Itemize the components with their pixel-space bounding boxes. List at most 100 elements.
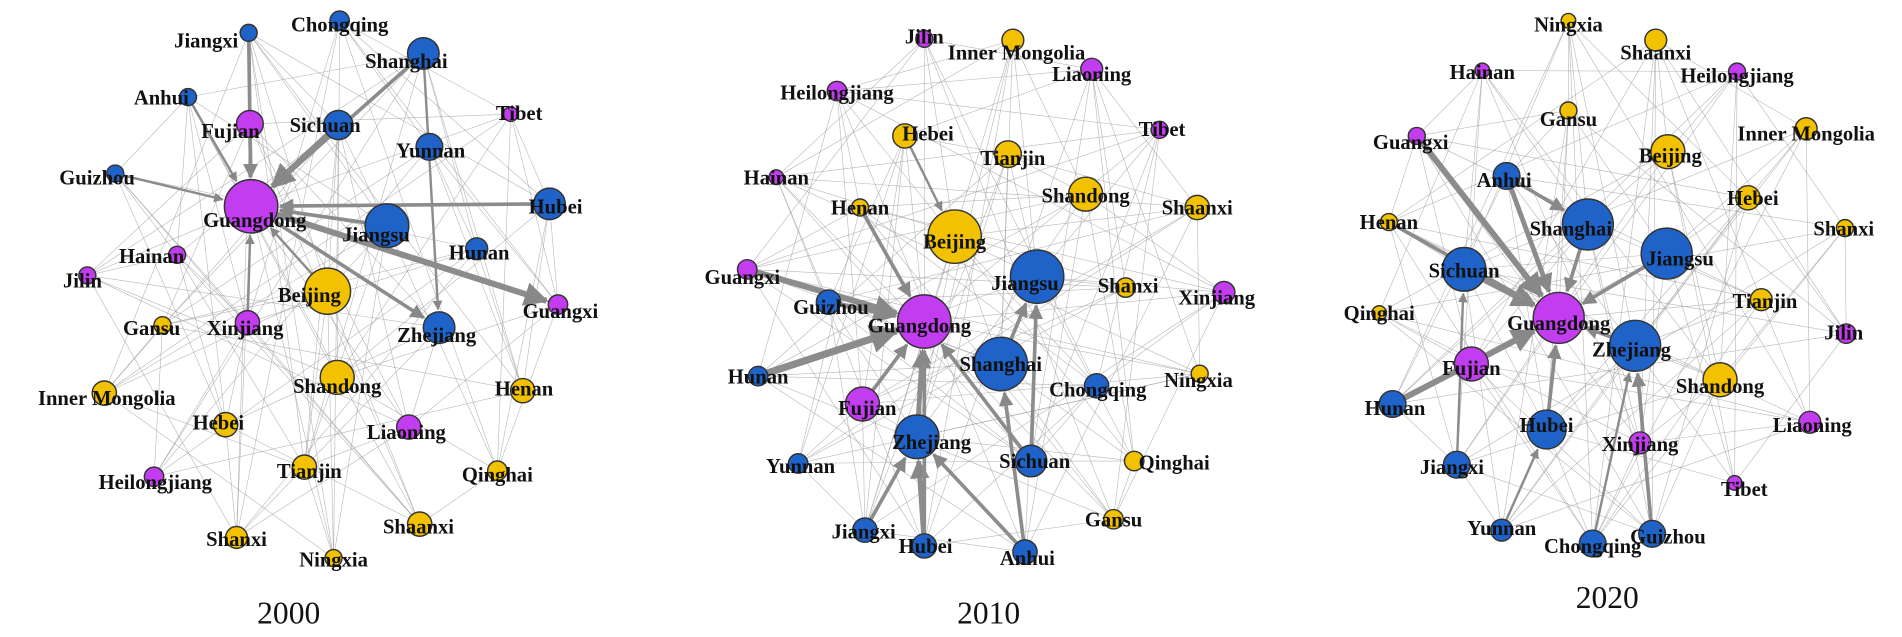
edge bbox=[304, 291, 328, 468]
node bbox=[143, 466, 165, 488]
node-label: Shandong bbox=[1042, 186, 1131, 208]
node-label: Guangdong bbox=[203, 210, 307, 232]
node bbox=[415, 132, 444, 161]
edge bbox=[87, 275, 409, 428]
node-label: Jiangsu bbox=[991, 273, 1059, 295]
node bbox=[486, 460, 508, 482]
edge bbox=[1734, 71, 1738, 483]
edge bbox=[153, 146, 430, 477]
node-label: Tianjin bbox=[277, 461, 342, 483]
node-label: Shaanxi bbox=[1162, 198, 1233, 220]
edge bbox=[836, 68, 1092, 92]
edge bbox=[1592, 128, 1807, 544]
edge bbox=[1747, 128, 1807, 199]
edge bbox=[797, 463, 866, 531]
node-label: Qinghai bbox=[462, 465, 533, 487]
edge bbox=[860, 193, 1086, 208]
edge bbox=[1667, 151, 1735, 483]
edge bbox=[1805, 128, 1811, 423]
edge bbox=[153, 322, 248, 477]
node-label: Heilongjiang bbox=[99, 472, 213, 494]
strong-edge bbox=[250, 204, 426, 320]
node bbox=[1123, 450, 1145, 472]
edge bbox=[1463, 20, 1569, 270]
edge bbox=[1655, 40, 1669, 152]
node bbox=[1014, 444, 1048, 478]
node bbox=[319, 359, 355, 396]
edge bbox=[225, 424, 237, 538]
node bbox=[768, 169, 785, 186]
edge bbox=[1463, 128, 1807, 270]
node bbox=[1474, 62, 1491, 79]
node bbox=[1492, 161, 1521, 191]
node bbox=[106, 164, 125, 183]
edge bbox=[429, 146, 524, 391]
edge bbox=[176, 97, 189, 255]
node-label: Tianjin bbox=[1732, 291, 1797, 313]
edge bbox=[162, 290, 328, 326]
node bbox=[235, 109, 264, 138]
edge bbox=[1651, 379, 1721, 534]
edge bbox=[904, 135, 1009, 155]
edge bbox=[1388, 71, 1738, 223]
edge bbox=[1030, 385, 1097, 462]
node-label: Xinjiang bbox=[207, 318, 284, 340]
edge bbox=[339, 20, 559, 305]
node-label: Ningxia bbox=[1534, 15, 1603, 37]
edge bbox=[924, 38, 1092, 70]
node bbox=[896, 294, 952, 349]
edge bbox=[1471, 363, 1593, 544]
node bbox=[915, 29, 934, 49]
edge bbox=[249, 123, 440, 328]
node bbox=[1727, 62, 1747, 81]
node bbox=[911, 533, 938, 559]
node bbox=[844, 386, 881, 422]
node-label: Anhui bbox=[134, 87, 189, 109]
edge bbox=[497, 203, 550, 471]
edge bbox=[924, 292, 1224, 322]
node-label: Hainan bbox=[744, 167, 810, 189]
strong-edge bbox=[186, 96, 238, 182]
node bbox=[234, 309, 261, 336]
node bbox=[1749, 288, 1773, 312]
edge bbox=[828, 301, 1032, 462]
edge bbox=[924, 385, 1097, 547]
edge bbox=[757, 375, 1026, 553]
edge bbox=[924, 129, 1160, 322]
node bbox=[1532, 291, 1585, 345]
node-label: Shanxi bbox=[1813, 218, 1874, 240]
node-label: Hebei bbox=[1727, 188, 1779, 210]
edge bbox=[747, 269, 1200, 374]
edge bbox=[1091, 69, 1200, 374]
edge bbox=[87, 275, 338, 378]
edge bbox=[236, 327, 440, 538]
node bbox=[153, 315, 172, 335]
year-caption: 2000 bbox=[257, 596, 320, 631]
strong-edge bbox=[998, 391, 1027, 553]
edge bbox=[1568, 110, 1667, 254]
strong-edge bbox=[250, 203, 549, 306]
node-label: Heilongjiang bbox=[1680, 65, 1794, 87]
node-label: Shaanxi bbox=[383, 517, 454, 539]
edge bbox=[250, 206, 410, 428]
strong-edge bbox=[756, 324, 900, 380]
edge bbox=[1568, 110, 1847, 334]
node-label: Zhejiang bbox=[1592, 340, 1672, 362]
node-label: Shanghai bbox=[959, 354, 1042, 376]
edge bbox=[954, 207, 1198, 237]
edge bbox=[327, 291, 334, 559]
edge bbox=[162, 123, 251, 326]
edge bbox=[1651, 40, 1657, 534]
year-caption: 2020 bbox=[1576, 580, 1639, 615]
node-label: Gansu bbox=[123, 318, 180, 340]
node-label: Guangxi bbox=[705, 267, 781, 289]
edge bbox=[1392, 71, 1738, 405]
node bbox=[1559, 101, 1578, 120]
node-label: Shanxi bbox=[206, 529, 267, 551]
node bbox=[973, 336, 1029, 392]
node-label: Henan bbox=[831, 198, 890, 220]
node bbox=[1608, 319, 1662, 372]
strong-edge bbox=[1504, 175, 1553, 294]
node-label: Sichuan bbox=[999, 451, 1071, 473]
edge bbox=[1091, 69, 1198, 208]
